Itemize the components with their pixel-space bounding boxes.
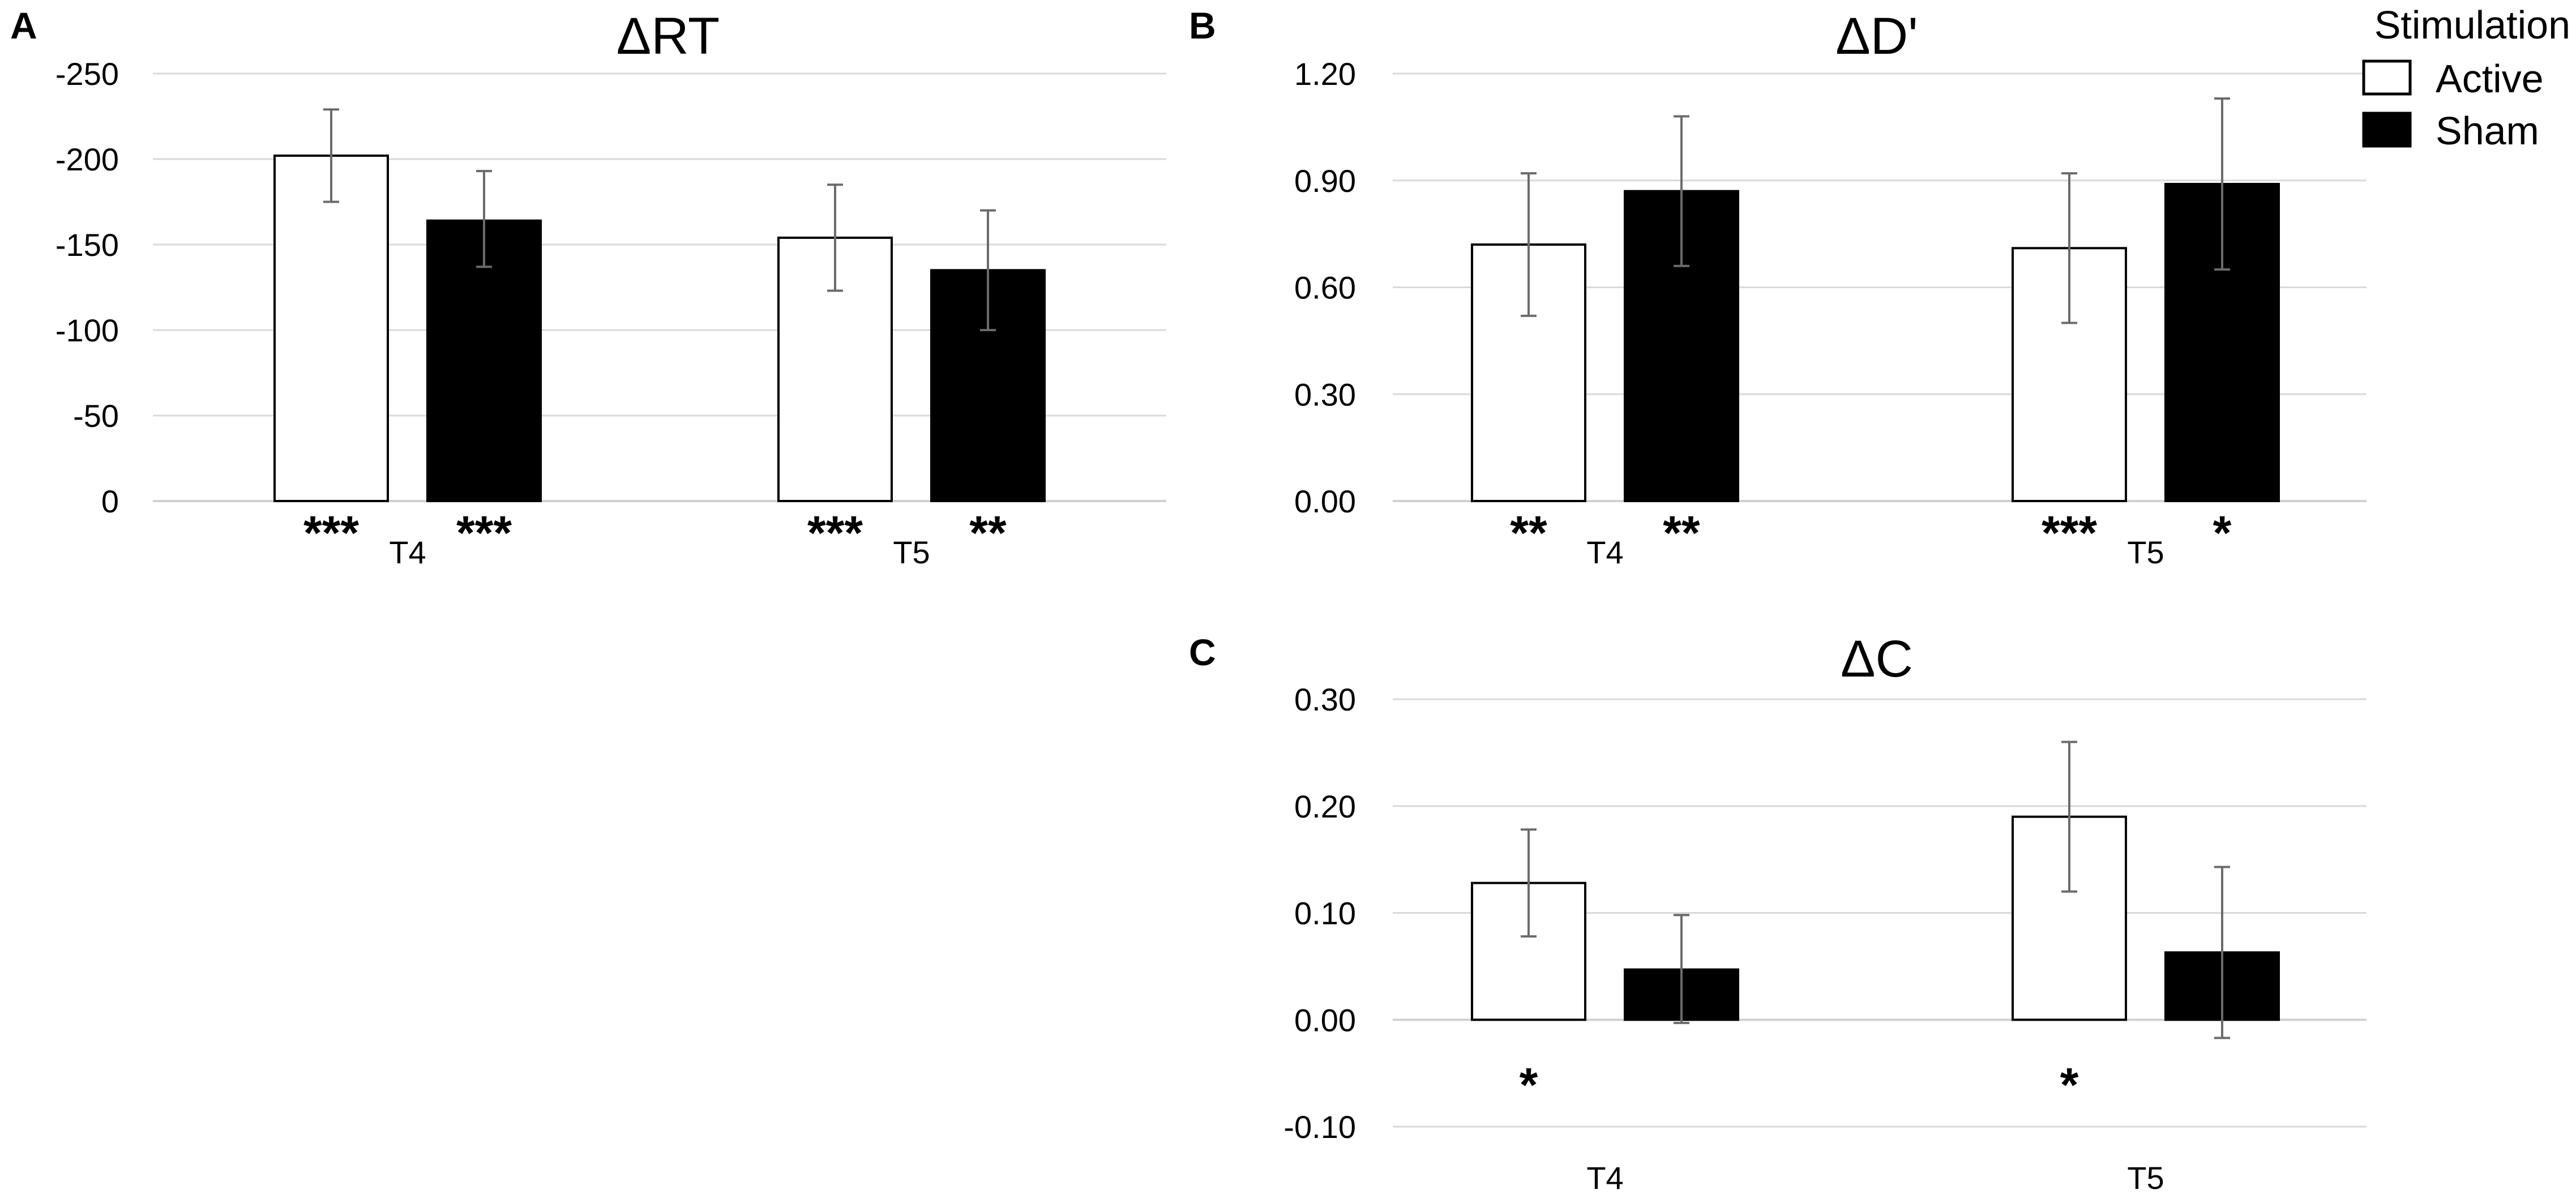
significance-marker: *** (807, 506, 863, 559)
significance-marker: *** (2042, 506, 2097, 559)
y-tick-label: 0.30 (1294, 682, 1356, 717)
significance-marker: ** (1510, 506, 1547, 559)
x-category-label: T5 (2127, 534, 2164, 570)
chart-title: ΔRT (617, 7, 720, 65)
y-tick-label: -150 (55, 227, 119, 263)
significance-marker: ** (1663, 506, 1700, 559)
legend-swatch-sham (2362, 112, 2412, 148)
y-tick-label: 0.90 (1294, 163, 1356, 199)
y-tick-label: 1.20 (1294, 56, 1356, 92)
y-tick-label: 0 (101, 483, 119, 519)
legend-label-active: Active (2436, 57, 2544, 101)
y-tick-label: 0.60 (1294, 270, 1356, 306)
x-category-label: T5 (893, 534, 930, 570)
y-tick-label: 0.20 (1294, 789, 1356, 824)
y-tick-label: 0.10 (1294, 896, 1356, 931)
significance-marker: * (1520, 1058, 1538, 1111)
bar-sham-t4 (426, 219, 542, 502)
legend-swatch-active (2362, 59, 2412, 96)
y-tick-label: -100 (55, 313, 119, 348)
significance-marker: *** (456, 506, 512, 559)
legend-title: Stimulation (2374, 3, 2570, 47)
panel-letter: A (10, 5, 37, 46)
y-tick-label: -200 (55, 142, 119, 177)
significance-marker: * (2213, 506, 2232, 559)
y-tick-label: 0.00 (1294, 1002, 1356, 1038)
chart-panel-c: C ΔC -0.10 0.00 0.10 0.20 0.30 * * T4 T5 (1189, 630, 2367, 1194)
panel-letter: C (1189, 631, 1216, 673)
x-category-label: T4 (1586, 534, 1623, 570)
chart-title: ΔC (1841, 630, 1913, 688)
legend: Stimulation Active Sham (2362, 3, 2570, 153)
y-tick-label: -50 (73, 398, 119, 434)
y-tick-label: -0.10 (1283, 1109, 1356, 1145)
x-category-label: T4 (389, 534, 426, 570)
x-category-label: T5 (2127, 1160, 2164, 1194)
panel-letter: B (1189, 5, 1216, 46)
bar-sham-t5 (930, 269, 1046, 502)
bar-active-t4 (273, 154, 389, 502)
chart-panel-b: B ΔD'0.000.300.600.901.20** ***** *T4 T5 (1189, 5, 2367, 570)
chart-title: ΔD' (1835, 7, 1918, 65)
y-tick-label: 0.00 (1294, 483, 1356, 519)
significance-marker: * (2060, 1058, 2079, 1111)
significance-marker: ** (969, 506, 1007, 559)
y-tick-label: -250 (55, 56, 119, 92)
legend-label-sham: Sham (2436, 109, 2539, 153)
x-category-label: T4 (1586, 1160, 1623, 1194)
significance-marker: *** (303, 506, 359, 559)
y-tick-label: 0.30 (1294, 376, 1356, 412)
